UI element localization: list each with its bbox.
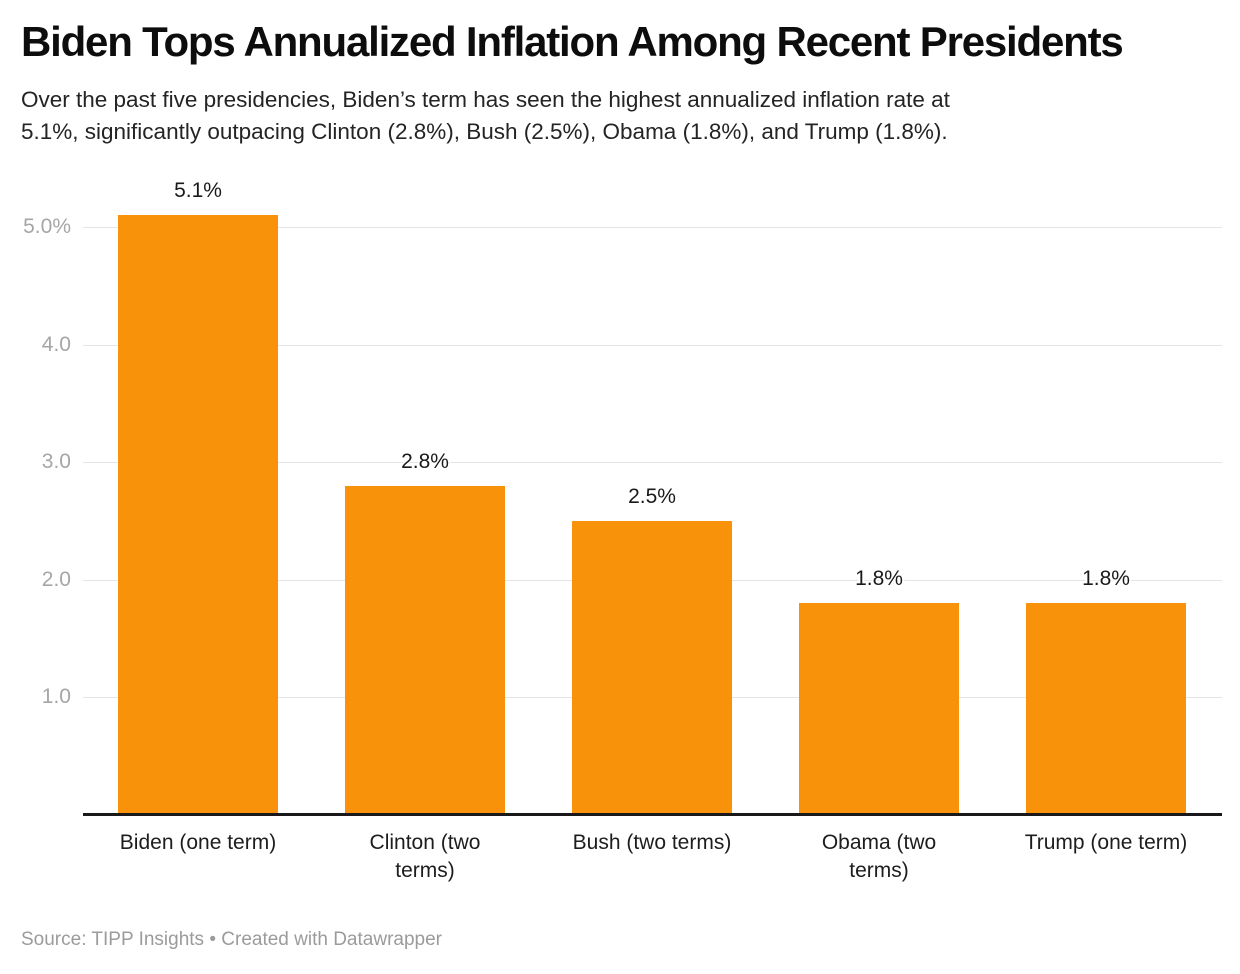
chart-subtitle-line-2: 5.1%, significantly outpacing Clinton (2… [21,119,948,144]
chart-title: Biden Tops Annualized Inflation Among Re… [21,18,1124,65]
y-axis-tick-label: 5.0% [23,215,71,238]
chart-subtitle-line-1: Over the past five presidencies, Biden’s… [21,87,950,112]
y-axis-tick-label: 2.0 [41,567,71,591]
bar-trump [1026,603,1186,815]
gridline [83,462,1222,464]
bar-clinton [345,486,505,815]
source-note: Source: TIPP Insights • Created with Dat… [21,929,442,950]
x-category-label-bush: Bush (two terms) [572,831,732,854]
bar-value-label-bush: 2.5% [628,485,676,508]
bar-biden [118,215,278,815]
bar-value-label-trump: 1.8% [1082,567,1130,590]
bar-value-label-biden: 5.1% [174,179,222,202]
chart-subtitle: Over the past five presidencies, Biden’s… [21,84,1211,148]
bar-obama [799,603,959,815]
x-category-label-biden: Biden (one term) [119,831,277,854]
x-axis-line [83,813,1222,816]
gridline [83,227,1222,228]
bar-value-label-clinton: 2.8% [401,450,449,473]
x-category-label-clinton: Clinton (two terms) [369,831,481,882]
bar-value-label-obama: 1.8% [855,567,903,590]
gridline [83,344,1222,346]
x-category-label-trump: Trump (one term) [1024,831,1188,854]
x-category-label-obama: Obama (two terms) [821,831,937,882]
y-axis-tick-label: 1.0 [41,685,71,709]
y-axis-tick-label: 4.0 [41,332,71,356]
y-axis-tick-label: 3.0 [41,450,71,474]
bar-bush [572,521,732,815]
